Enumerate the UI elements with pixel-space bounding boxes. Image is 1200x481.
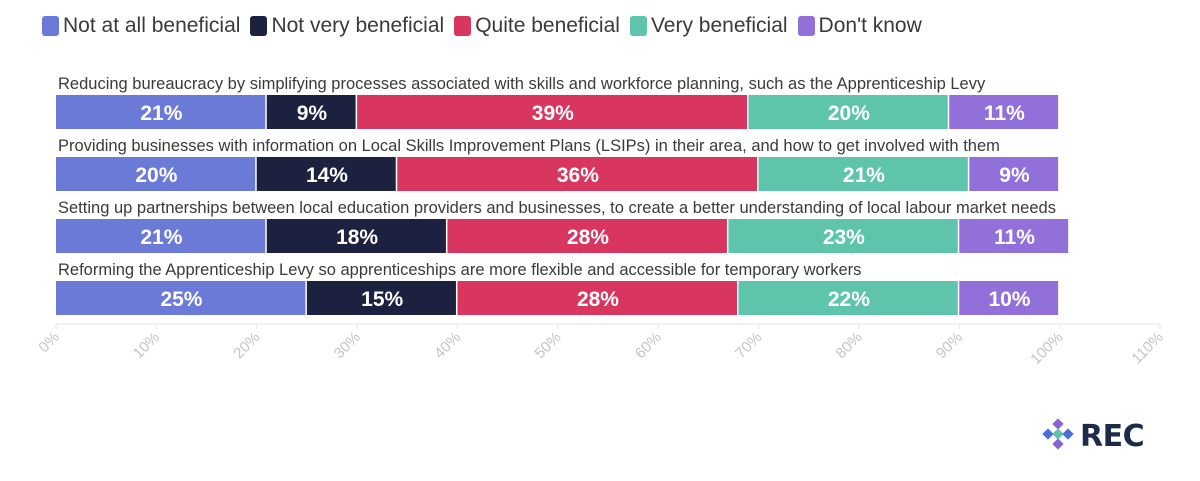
bar-segment [256,157,396,191]
data-label: 21% [140,102,182,125]
legend-label: Very beneficial [650,14,788,37]
data-label: 21% [843,164,885,187]
legend-label: Don't know [818,14,922,37]
data-label: 28% [567,226,609,249]
data-label: 18% [336,226,378,249]
data-label: 25% [160,288,202,311]
data-label: 39% [532,102,574,125]
bar-segment [748,95,948,129]
bar-segment [56,281,306,315]
rec-logo: REC [1040,418,1145,454]
stacked-bar-chart: Reducing bureaucracy by simplifying proc… [35,75,1166,368]
legend-item[interactable]: Don't know [797,14,922,38]
data-label: 10% [988,288,1030,311]
category-label: Setting up partnerships between local ed… [58,199,1056,217]
category-label: Reducing bureaucracy by simplifying proc… [58,75,986,93]
bar-segment [457,281,737,315]
legend-swatch [454,16,472,36]
x-tick-label: 40% [431,329,464,362]
legend-item[interactable]: Quite beneficial [454,14,620,38]
bar-segment [738,281,958,315]
legend-swatch [250,16,268,36]
legend-swatch [797,16,815,36]
bar-segment [306,281,456,315]
legend-label: Not at all beneficial [63,14,241,37]
data-label: 20% [828,102,870,125]
x-tick-label: 30% [331,329,364,362]
data-label: 20% [135,164,177,187]
bar-segment [728,219,958,253]
data-label: 21% [140,226,182,249]
category-label: Providing businesses with information on… [58,137,1000,155]
data-label: 9% [999,164,1030,187]
bar-segment [447,219,727,253]
legend-item[interactable]: Very beneficial [629,14,788,38]
rec-logo-icon [1042,418,1074,450]
legend-item[interactable]: Not at all beneficial [42,14,240,38]
x-tick-label: 10% [130,329,163,362]
x-tick-label: 20% [230,329,263,362]
x-tick-label: 0% [35,329,62,356]
logo-text: REC [1080,418,1145,454]
x-tick-label: 80% [832,329,865,362]
x-tick-label: 60% [632,329,665,362]
data-label: 22% [828,288,870,311]
chart-legend: Not at all beneficial Not very beneficial… [42,14,932,38]
legend-swatch [629,16,647,36]
x-tick-label: 90% [933,329,966,362]
bar-segment [397,157,758,191]
data-label: 14% [306,164,348,187]
bar-segment [56,157,256,191]
bar-segment [357,95,748,129]
bar-segment [959,281,1059,315]
x-tick-label: 110% [1128,329,1166,367]
x-tick-label: 50% [531,329,564,362]
data-label: 36% [557,164,599,187]
legend-label: Not very beneficial [271,14,445,37]
x-tick-label: 70% [732,329,765,362]
data-label: 23% [823,226,865,249]
bar-segment [758,157,968,191]
bar-segment [56,95,266,129]
bar-segment [949,95,1059,129]
data-label: 28% [577,288,619,311]
x-tick-label: 100% [1027,329,1066,368]
data-label: 11% [994,226,1035,249]
category-label: Reforming the Apprenticeship Levy so app… [58,261,861,279]
bar-segment [266,219,446,253]
data-label: 15% [361,288,403,311]
bar-segment [266,95,356,129]
data-label: 11% [984,102,1025,125]
bar-segment [969,157,1059,191]
bar-segment [959,219,1069,253]
legend-item[interactable]: Not very beneficial [250,14,444,38]
legend-swatch [42,16,59,36]
legend-label: Quite beneficial [475,14,620,37]
bar-segment [56,219,266,253]
data-label: 9% [297,102,328,125]
